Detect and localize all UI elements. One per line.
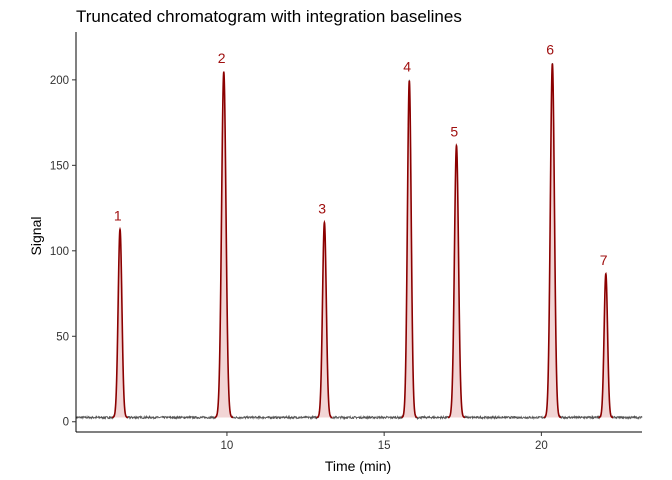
peak-label-1: 1 xyxy=(114,207,122,223)
y-tick-label-100: 100 xyxy=(50,246,69,258)
peak-area-1 xyxy=(112,229,128,418)
y-tick-label-50: 50 xyxy=(56,331,69,343)
x-axis-title: Time (min) xyxy=(325,458,391,474)
peak-label-2: 2 xyxy=(218,50,226,66)
peak-label-6: 6 xyxy=(546,42,554,58)
peak-trace-6 xyxy=(543,63,562,419)
peak-trace-1 xyxy=(112,226,129,419)
y-tick-label-200: 200 xyxy=(50,75,69,87)
peak-trace-3 xyxy=(316,219,333,419)
peak-trace-4 xyxy=(401,80,418,419)
peak-area-4 xyxy=(401,80,418,418)
peak-area-7 xyxy=(598,273,614,418)
y-axis-title: Signal xyxy=(28,217,44,256)
x-tick-label-15: 15 xyxy=(378,440,391,452)
peak-label-7: 7 xyxy=(600,252,608,268)
peak-trace-2 xyxy=(214,71,234,419)
peak-area-2 xyxy=(214,72,234,418)
peak-area-5 xyxy=(447,145,466,418)
y-tick-label-150: 150 xyxy=(50,160,69,172)
peak-trace-7 xyxy=(598,271,614,419)
y-tick-label-0: 0 xyxy=(63,417,69,429)
peak-trace-5 xyxy=(447,143,466,419)
peak-label-3: 3 xyxy=(318,201,326,217)
x-tick-label-20: 20 xyxy=(535,440,548,452)
peak-labels: 1 2 3 4 5 6 7 xyxy=(114,42,608,268)
peak-traces xyxy=(112,63,614,419)
y-axis-ticks: 0 50 100 150 200 xyxy=(50,75,76,429)
peak-label-4: 4 xyxy=(403,59,411,75)
x-tick-label-10: 10 xyxy=(221,440,234,452)
peak-area-3 xyxy=(316,222,333,418)
peak-area-6 xyxy=(543,63,561,418)
chart-title: Truncated chromatogram with integration … xyxy=(76,7,462,26)
x-axis-ticks: 10 15 20 xyxy=(221,432,548,452)
integration-fills xyxy=(112,63,614,418)
peak-label-5: 5 xyxy=(450,124,458,140)
